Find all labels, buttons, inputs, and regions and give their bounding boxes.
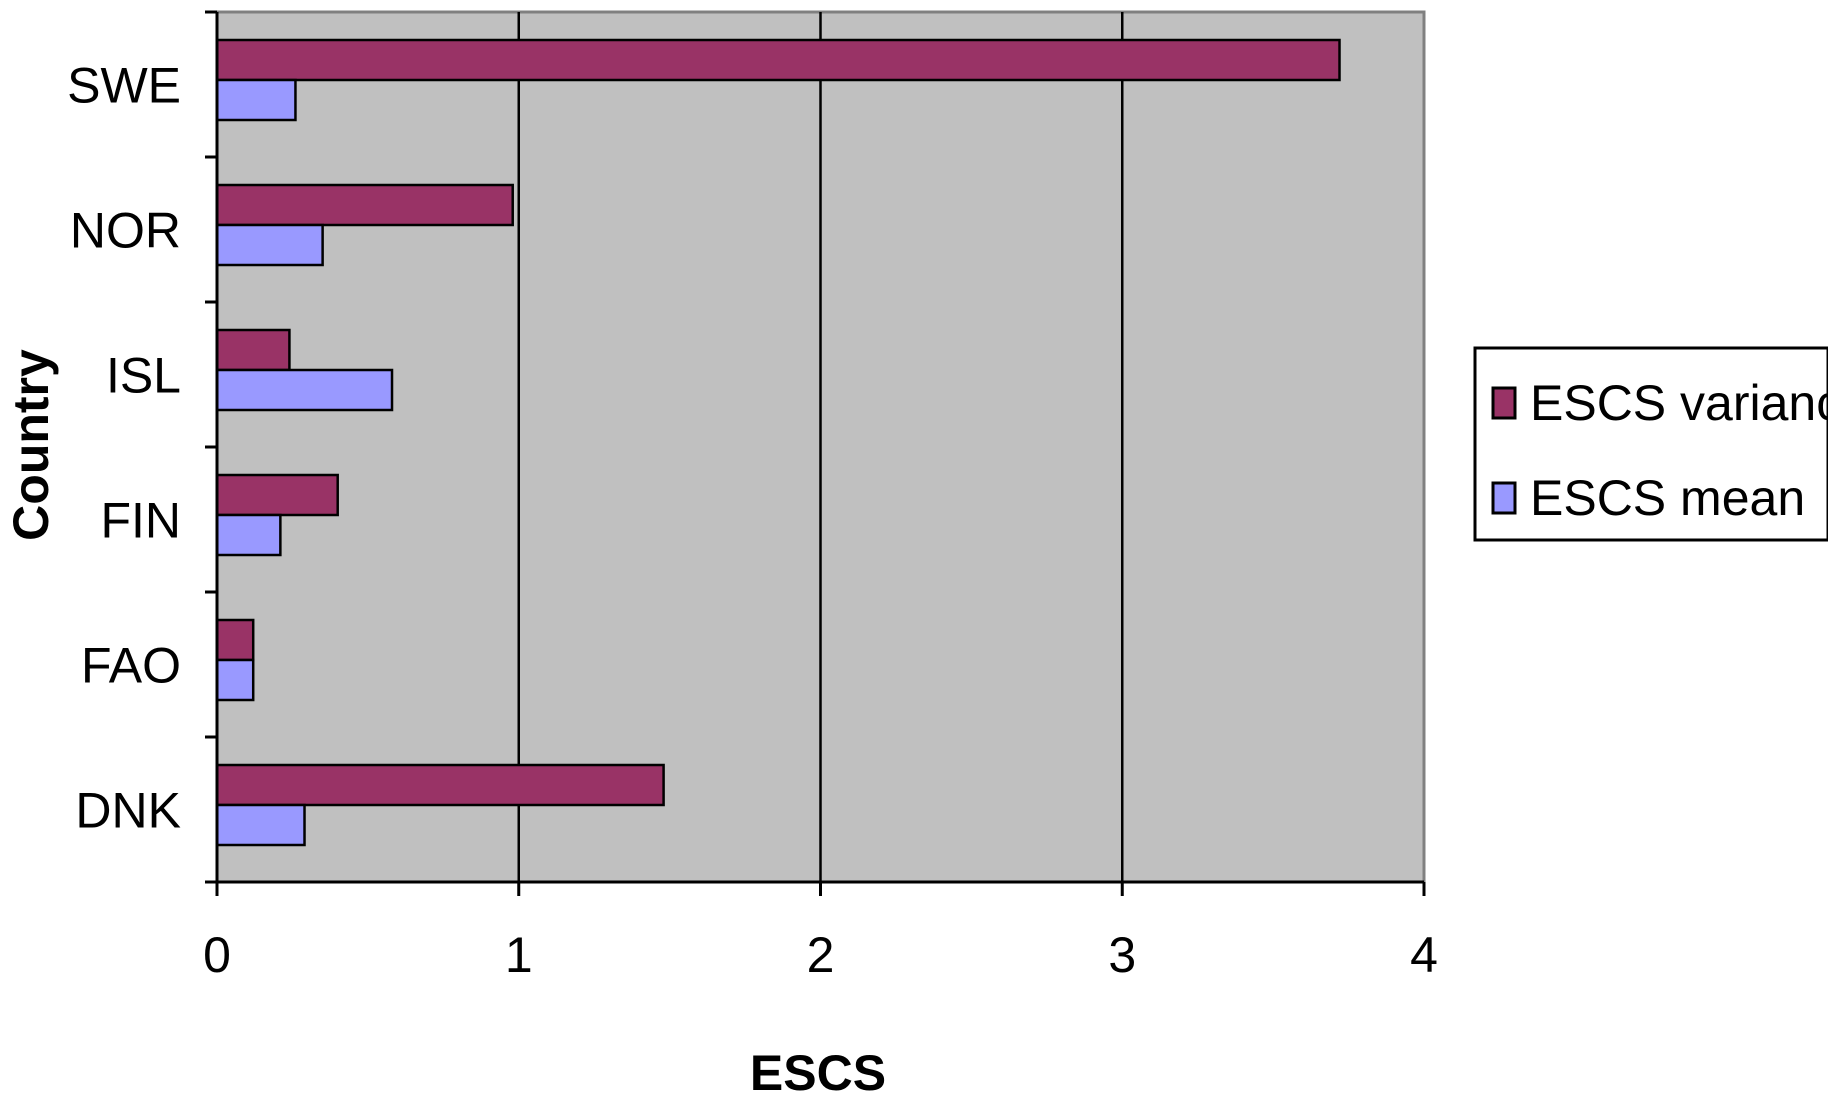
- y-tick-label-dnk: DNK: [75, 783, 181, 839]
- bar-dnk-mean: [215, 803, 306, 847]
- y-tick-label-swe: SWE: [67, 58, 181, 114]
- y-tick-label-fin: FIN: [100, 493, 181, 549]
- bar-isl-variance: [215, 328, 291, 372]
- y-tick-label-fao: FAO: [81, 638, 181, 694]
- plot-area: [215, 10, 1426, 884]
- legend: ESCS variance ESCS mean: [1473, 346, 1828, 542]
- x-tick-label-0: 0: [203, 927, 231, 983]
- x-tick-label-1: 1: [505, 927, 533, 983]
- x-tick-label-4: 4: [1410, 927, 1438, 983]
- legend-label-mean: ESCS mean: [1530, 470, 1805, 526]
- bar-nor-mean: [215, 223, 324, 267]
- x-axis-title: ESCS: [750, 1045, 886, 1101]
- legend-swatch-variance: [1491, 386, 1517, 420]
- legend-box: [1473, 346, 1828, 542]
- bar-swe-variance: [215, 38, 1341, 82]
- x-tick-label-3: 3: [1108, 927, 1136, 983]
- axes: SWE NOR ISL FIN FAO DNK 0 1 2 3 4: [67, 10, 1438, 983]
- bar-fao-variance: [215, 618, 255, 662]
- y-tick-label-nor: NOR: [70, 203, 181, 259]
- legend-label-variance: ESCS variance: [1530, 375, 1828, 431]
- x-tick-label-2: 2: [807, 927, 835, 983]
- bars: [215, 38, 1341, 847]
- y-tick-label-isl: ISL: [106, 348, 181, 404]
- bar-nor-variance: [215, 183, 514, 227]
- bar-fin-mean: [215, 513, 282, 557]
- bar-isl-mean: [215, 368, 394, 412]
- legend-swatch-mean: [1491, 481, 1517, 515]
- y-axis-title: Country: [3, 349, 59, 541]
- bar-fin-variance: [215, 473, 339, 517]
- bar-swe-mean: [215, 78, 297, 122]
- bar-fao-mean: [215, 658, 255, 702]
- bar-dnk-variance: [215, 763, 665, 807]
